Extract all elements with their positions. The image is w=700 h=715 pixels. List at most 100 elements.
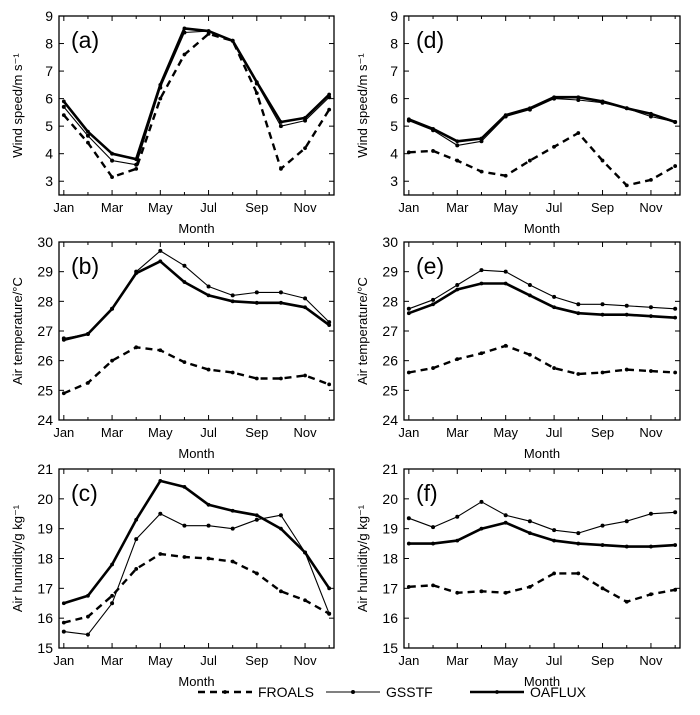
data-point [158,479,163,483]
legend-marker [495,690,499,694]
x-tick-label: Sep [591,200,614,215]
plot-frame [403,241,681,421]
x-tick-label: Mar [446,200,469,215]
data-point [624,183,629,188]
y-tick-label: 4 [45,146,53,162]
data-point [303,305,307,310]
data-point [455,158,460,163]
data-point [455,287,460,292]
data-point [406,370,411,375]
y-tick-label: 17 [37,580,53,596]
data-point [649,314,653,319]
data-point [576,95,581,100]
data-point [406,117,411,122]
x-axis-title: Month [524,674,560,689]
data-point [158,348,163,353]
series-oaflux [406,281,678,320]
data-point [455,139,460,144]
legend-label: FROALS [258,684,314,700]
plot-frame [403,15,681,196]
y-tick-label: 16 [382,610,398,626]
data-point [182,26,187,31]
series-line [62,32,331,179]
y-axis-title: Air humidity/g kg⁻¹ [355,504,370,612]
series-gsstf [406,96,678,148]
data-point [576,97,581,102]
data-point [479,526,484,531]
series-line [63,552,330,624]
x-tick-label: Jan [53,425,74,440]
x-tick-label: Jul [546,200,563,215]
y-tick-label: 6 [45,91,53,107]
data-point [134,162,139,167]
data-point [61,620,66,625]
data-point [206,502,211,507]
x-tick-label: Sep [591,653,614,668]
data-point [503,269,508,274]
legend-item-gsstf: GSSTF [326,684,433,700]
data-point [303,146,307,151]
y-tick-label: 9 [45,8,53,24]
data-point [455,590,460,595]
x-tick-label: Mar [101,425,124,440]
data-point [61,99,66,104]
y-tick-label: 4 [390,146,398,162]
x-tick-label: Jan [53,653,74,668]
data-point [279,120,283,124]
series-line [63,346,330,395]
data-point [406,150,411,155]
x-tick-label: Sep [591,425,614,440]
data-point [134,157,139,162]
data-point [479,139,484,144]
x-tick-label: May [493,653,518,668]
data-point [552,366,557,370]
data-point [134,567,139,571]
data-point [673,510,678,515]
y-tick-label: 5 [390,118,398,134]
data-point [85,133,90,138]
x-tick-label: Nov [639,425,663,440]
series-line [408,572,676,603]
data-point [158,511,163,516]
data-point [230,526,235,531]
data-point [254,290,259,295]
series-froals [406,131,678,188]
data-point [230,299,235,304]
x-tick-label: Nov [639,200,663,215]
data-point [61,338,66,342]
data-point [576,571,581,576]
data-point [86,332,90,336]
data-point [134,271,139,276]
data-point [278,513,283,518]
data-point [527,106,532,111]
series-oaflux [61,479,332,606]
data-point [85,632,90,637]
x-tick-label: Jan [398,200,419,215]
data-point [206,32,211,36]
data-point [455,143,460,148]
plot-frame [403,468,681,649]
data-point [431,297,436,302]
data-point [527,519,532,524]
data-point [576,372,581,376]
data-point [552,294,557,299]
data-point [552,528,557,533]
x-tick-label: May [148,200,173,215]
legend-label: GSSTF [386,684,433,700]
data-point [182,555,187,559]
x-tick-label: Mar [101,653,124,668]
data-point [479,268,484,273]
data-point [479,589,484,594]
data-point [455,357,460,362]
y-axis-title: Air humidity/g kg⁻¹ [10,504,25,612]
series-line [408,344,676,376]
x-tick-label: Jan [53,200,74,215]
data-point [552,571,557,576]
data-point [649,544,653,549]
data-point [479,169,484,174]
data-point [182,263,187,268]
y-tick-label: 19 [37,521,53,537]
data-point [600,523,605,528]
y-tick-label: 15 [382,640,398,656]
panel-a: 3 4 5 6 7 8 9 Jan Mar May Jul Sep Nov Month Wind speed… [10,8,335,236]
